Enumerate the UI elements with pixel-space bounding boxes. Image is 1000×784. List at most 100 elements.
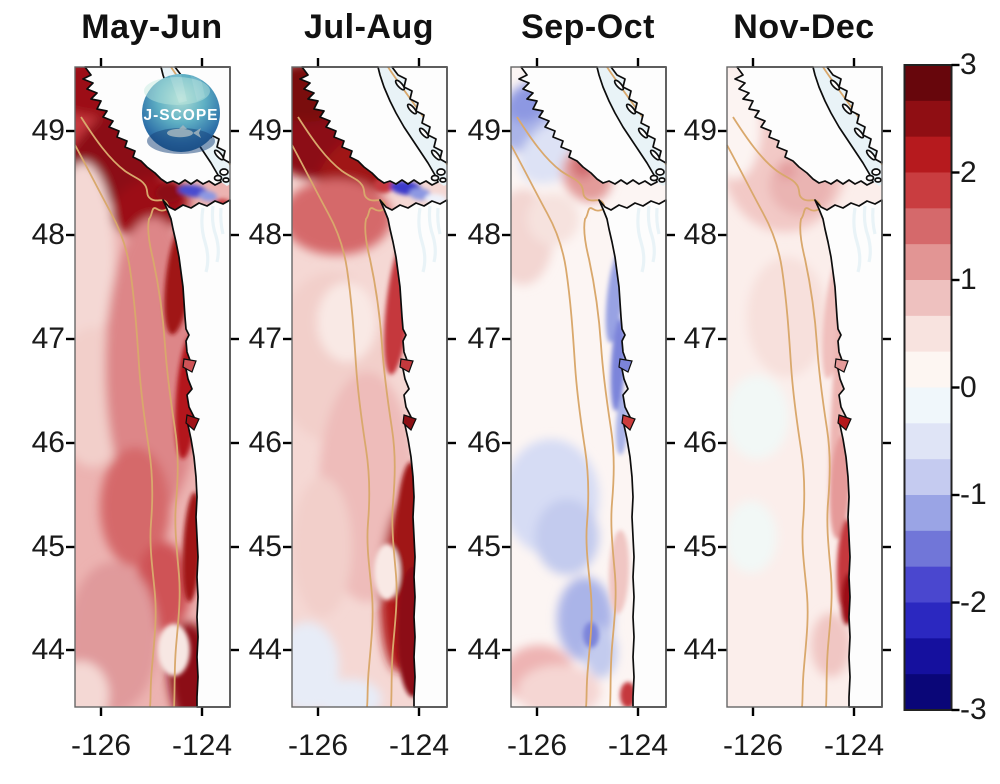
- y-tick-label: 49: [467, 114, 501, 147]
- y-tick-label: 46: [248, 426, 282, 459]
- colorbar-segment: [904, 495, 952, 532]
- estuary-anomaly-columbia: [402, 414, 417, 431]
- y-tick-label: 45: [467, 530, 501, 563]
- estuary-anomaly-47N: [182, 358, 197, 373]
- puget-sound-channels: [417, 205, 442, 273]
- map-panel-jul-aug: [283, 58, 456, 716]
- panel-border: [510, 66, 667, 708]
- colorbar-segment: [904, 387, 952, 424]
- axis-ticks: [66, 58, 239, 716]
- vancouver-island: [299, 66, 439, 186]
- x-tick-label: -126: [70, 729, 132, 762]
- panel-border: [74, 66, 231, 708]
- y-tick-label: 44: [248, 633, 282, 666]
- panel-border: [726, 66, 883, 708]
- y-tick-label: 44: [467, 633, 501, 666]
- estuary-anomaly-47N: [618, 358, 633, 373]
- panel-title-may-jun: May-Jun: [81, 8, 223, 46]
- y-tick-label: 47: [248, 322, 282, 355]
- land-coastline: [299, 66, 448, 708]
- x-tick-label: -124: [823, 729, 885, 762]
- colorbar-segment: [904, 280, 952, 317]
- colorbar: [903, 63, 960, 712]
- panel-title-sep-oct: Sep-Oct: [521, 8, 655, 46]
- colorbar-tick-label: -1: [960, 478, 987, 511]
- jscope-logo: J-SCOPE: [142, 74, 220, 154]
- y-tick-label: 45: [683, 530, 717, 563]
- x-tick-label: -124: [607, 729, 669, 762]
- washington-oregon-coast: [814, 199, 883, 708]
- colorbar-segment: [904, 602, 952, 639]
- colorbar-tick-label: 1: [960, 263, 977, 296]
- colorbar-segment: [904, 136, 952, 174]
- jscope-logo-text: J-SCOPE: [143, 107, 218, 124]
- y-tick-label: 49: [31, 114, 65, 147]
- panel-title-nov-dec: Nov-Dec: [733, 8, 875, 46]
- map-panel-nov-dec: [718, 58, 891, 716]
- x-tick-label: -124: [388, 729, 450, 762]
- estuary-anomaly-47N: [834, 358, 849, 373]
- colorbar-tick-label: -3: [960, 693, 987, 726]
- colorbar-segment: [904, 208, 952, 245]
- colorbar-tick-label: 0: [960, 370, 977, 404]
- colorbar-segment: [904, 459, 952, 496]
- washington-oregon-coast: [162, 199, 231, 708]
- y-tick-label: 45: [31, 530, 65, 563]
- washington-oregon-coast: [598, 199, 667, 708]
- y-tick-label: 47: [467, 322, 501, 355]
- estuary-anomaly-columbia: [185, 414, 200, 431]
- colorbar-segment: [904, 674, 952, 711]
- puget-sound-channels: [852, 205, 877, 273]
- y-tick-label: 46: [683, 426, 717, 459]
- axis-ticks: [283, 58, 456, 716]
- puget-sound-channels: [636, 205, 661, 273]
- y-tick-label: 46: [31, 426, 65, 459]
- estuary-anomaly-47N: [399, 358, 414, 373]
- colorbar-segment: [904, 638, 952, 675]
- y-tick-label: 47: [683, 322, 717, 355]
- land-coastline: [734, 66, 883, 708]
- colorbar-tick-label: -2: [960, 585, 987, 619]
- x-tick-label: -126: [287, 729, 349, 762]
- washington-oregon-coast: [379, 199, 448, 708]
- y-tick-label: 45: [248, 530, 282, 563]
- vancouver-island: [734, 66, 874, 186]
- y-tick-label: 48: [31, 218, 65, 251]
- y-tick-label: 48: [467, 218, 501, 251]
- y-tick-label: 44: [31, 633, 65, 666]
- y-tick-label: 44: [683, 633, 717, 666]
- panel-border: [291, 66, 448, 708]
- x-tick-label: -124: [171, 729, 233, 762]
- axis-ticks: [718, 58, 891, 716]
- colorbar-segment: [904, 100, 952, 138]
- colorbar-segment: [904, 315, 952, 353]
- colorbar-segment: [904, 530, 952, 568]
- fish-icon: [167, 125, 201, 138]
- colorbar-tick-label: 2: [960, 155, 977, 189]
- colorbar-segment: [904, 65, 952, 102]
- map-panel-may-jun: J-SCOPE: [66, 58, 239, 716]
- y-tick-label: 46: [467, 426, 501, 459]
- vancouver-island: [518, 66, 658, 186]
- colorbar-segment: [904, 172, 952, 209]
- y-tick-label: 49: [683, 114, 717, 147]
- colorbar-segment: [904, 423, 952, 460]
- y-tick-label: 48: [248, 218, 282, 251]
- land-coastline: [518, 66, 667, 708]
- y-tick-label: 47: [31, 322, 65, 355]
- colorbar-segment: [904, 244, 952, 281]
- puget-sound-channels: [200, 205, 225, 273]
- estuary-anomaly-columbia: [621, 414, 636, 431]
- colorbar-segment: [904, 566, 952, 604]
- axis-ticks: [502, 58, 675, 716]
- y-tick-label: 49: [248, 114, 282, 147]
- colorbar-ticks: [951, 63, 960, 712]
- map-panel-sep-oct: [502, 58, 675, 716]
- x-tick-label: -126: [722, 729, 784, 762]
- panel-title-jul-aug: Jul-Aug: [303, 8, 435, 46]
- colorbar-segment: [904, 351, 952, 389]
- y-tick-label: 48: [683, 218, 717, 251]
- estuary-anomaly-columbia: [837, 414, 852, 431]
- x-tick-label: -126: [506, 729, 568, 762]
